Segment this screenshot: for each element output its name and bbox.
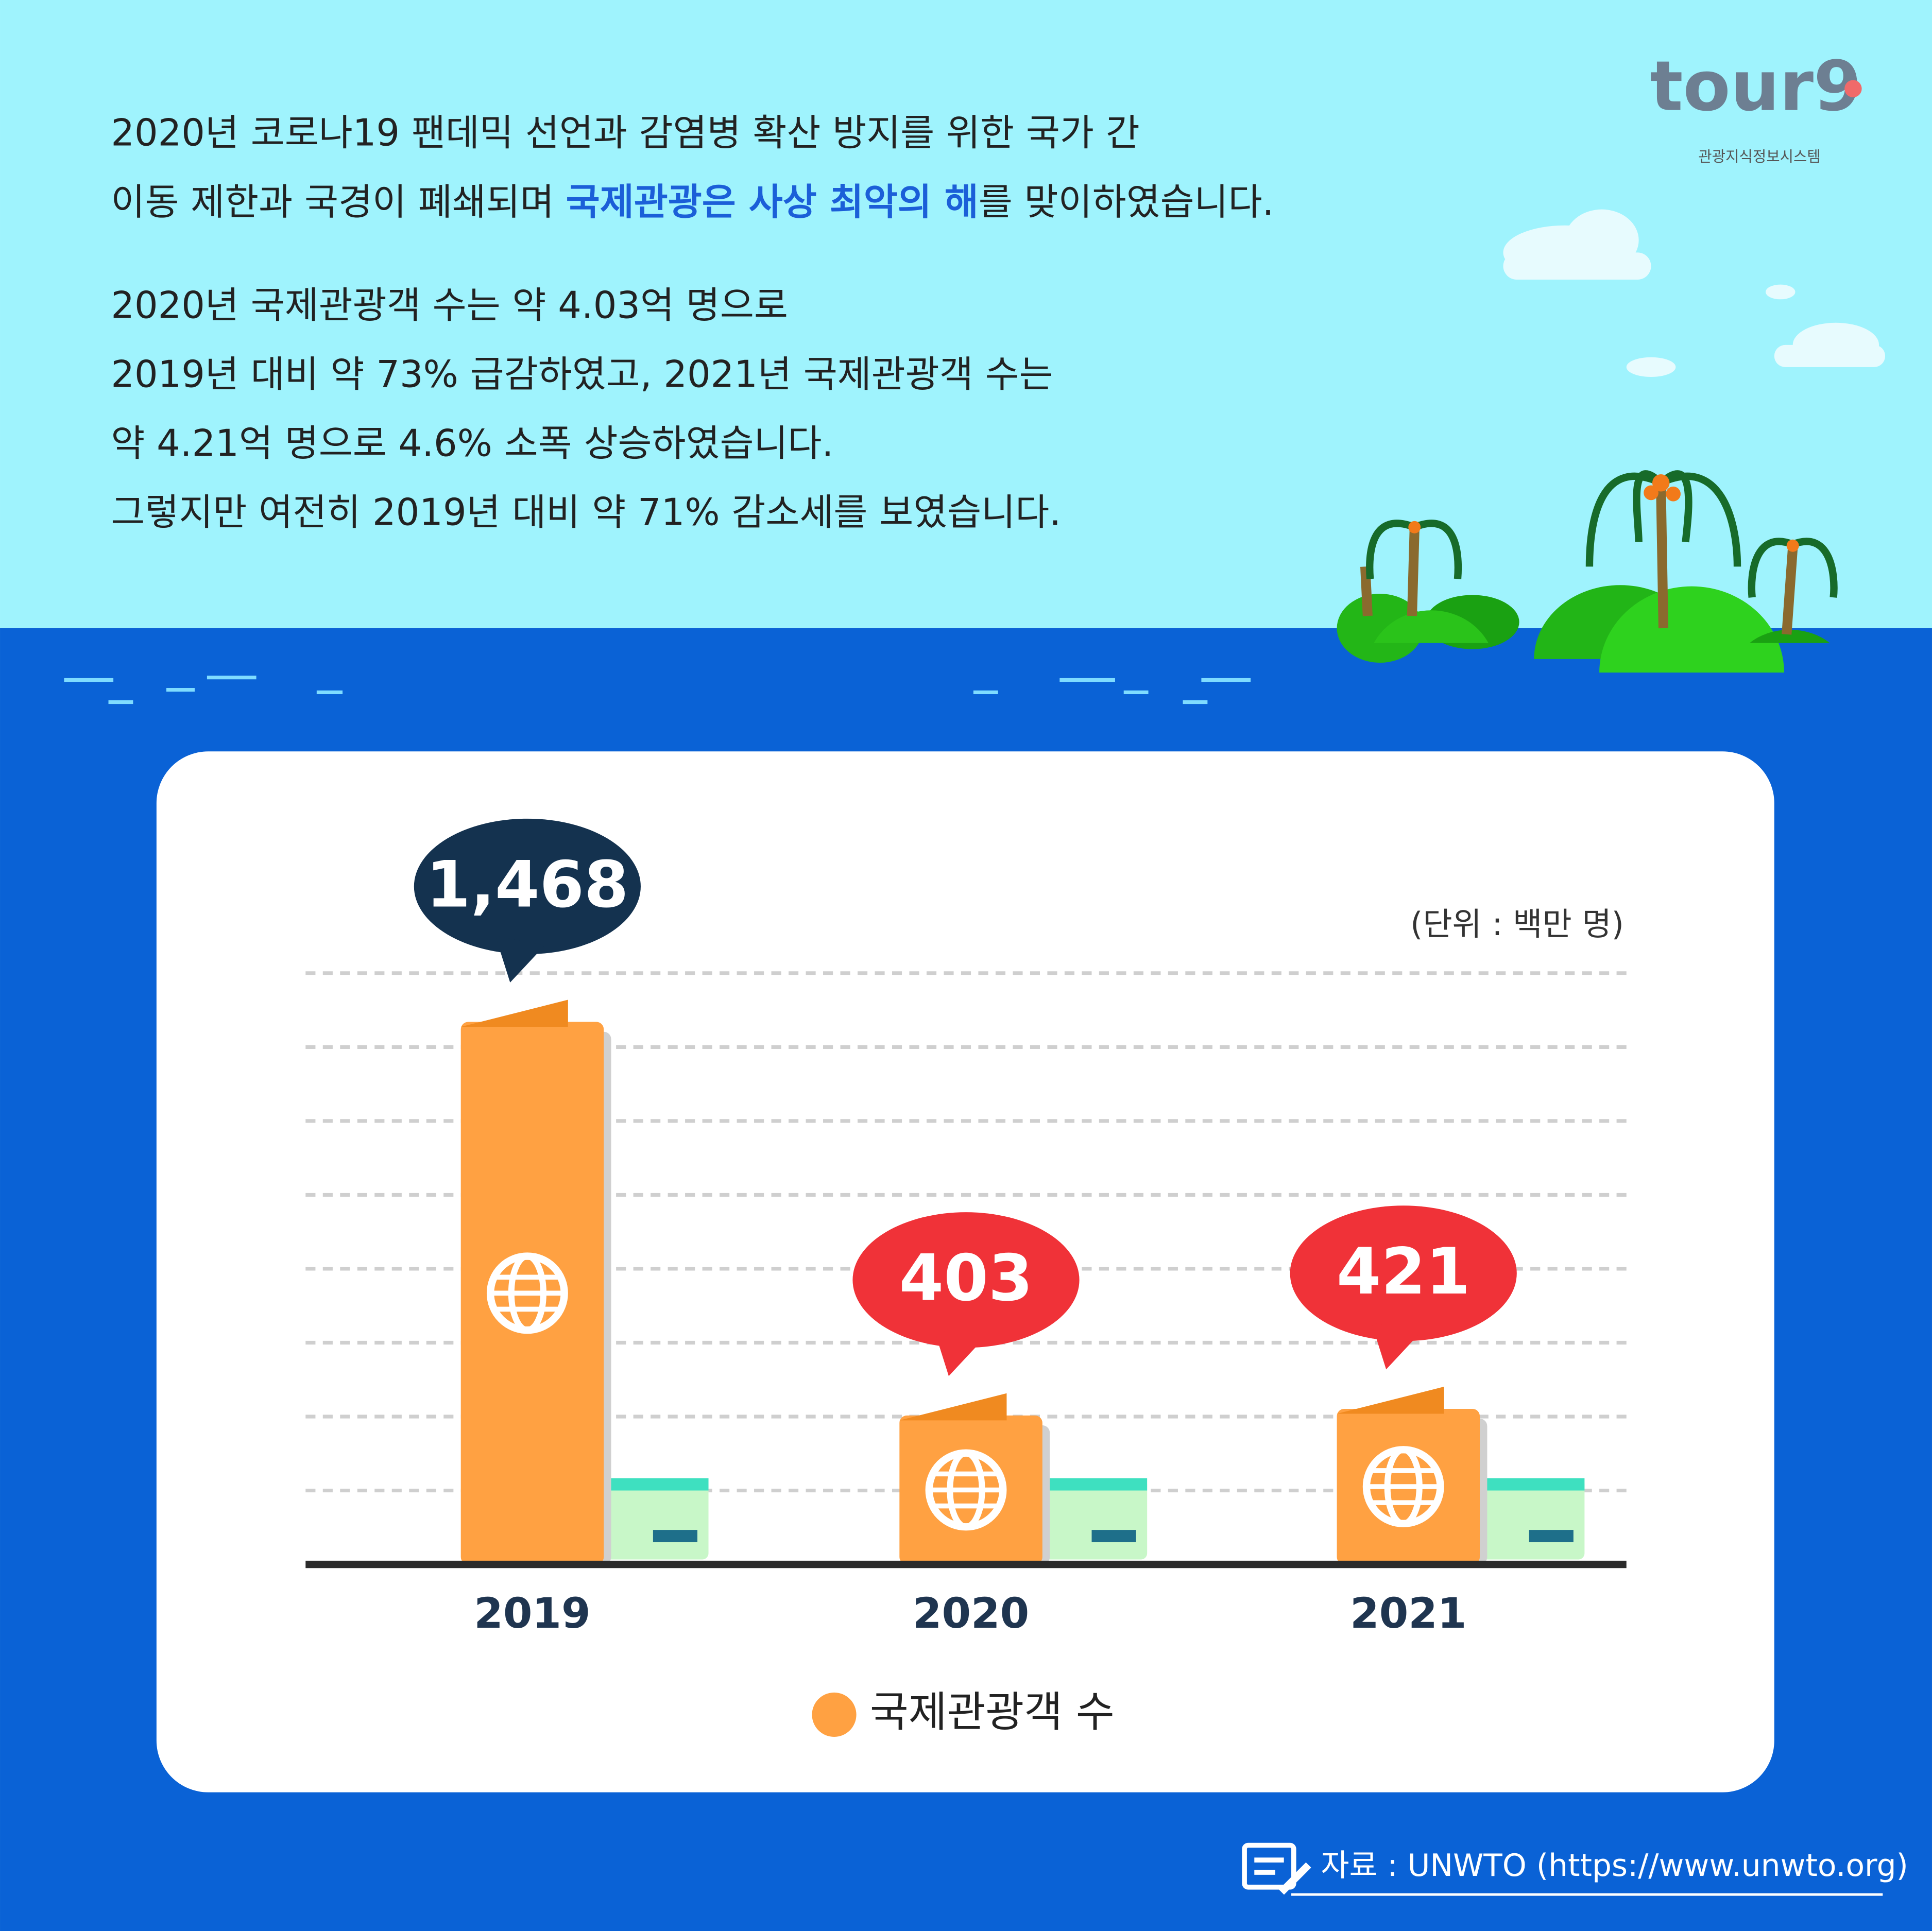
value-label: 421 (1337, 1235, 1471, 1309)
source-text: 자료 : UNWTO (https://www.unwto.org) (1321, 1848, 1908, 1884)
islands (1337, 470, 1838, 673)
summary: 2020년 국제관광객 수는 약 4.03억 명으로 2019년 대비 약 73%… (111, 284, 1061, 534)
summary-line: 2019년 대비 약 73% 급감하였고, 2021년 국제관광객 수는 (111, 353, 1053, 396)
summary-line: 그렇지만 여전히 2019년 대비 약 71% 감소세를 보였습니다. (111, 490, 1061, 533)
logo-subtitle: 관광지식정보시스템 (1698, 148, 1821, 165)
value-bubble (414, 818, 641, 954)
x-tick-label: 2021 (1350, 1590, 1466, 1638)
globe (1366, 1468, 1441, 1505)
globe (490, 1274, 565, 1312)
logo-mark: tour9 (1650, 46, 1862, 127)
x-tick-label: 2019 (474, 1590, 590, 1638)
intro-highlight: 국제관광은 사상 최악의 해 (566, 180, 979, 223)
ticket-stripe (1036, 1478, 1148, 1491)
ticket-mark (1091, 1530, 1136, 1543)
value-bubble (1290, 1205, 1517, 1341)
ticket-stripe (1474, 1478, 1585, 1491)
source: 자료 : UNWTO (https://www.unwto.org) (1242, 1842, 1908, 1896)
ticket-mark (1529, 1530, 1574, 1543)
value-bubble-tail (1371, 1322, 1421, 1370)
intro-line: 2020년 코로나19 팬데믹 선언과 감염병 확산 방지를 위한 국가 간 (111, 111, 1139, 154)
value-bubble (852, 1212, 1080, 1348)
summary-line: 약 4.21억 명으로 4.6% 소폭 상승하였습니다. (111, 422, 833, 465)
intro-text: 를 맞이하였습니다. (979, 180, 1274, 223)
waves (64, 676, 1251, 704)
summary-line: 2020년 국제관광객 수는 약 4.03억 명으로 (111, 284, 788, 327)
intro-text: 이동 제한과 국경이 폐쇄되며 (111, 180, 566, 223)
intro-line: 이동 제한과 국경이 폐쇄되며 국제관광은 사상 최악의 해를 맞이하였습니다. (111, 180, 1274, 223)
ticket-mark (653, 1530, 698, 1543)
clouds (1503, 209, 1886, 377)
legend-label: 국제관광객 수 (870, 1688, 1115, 1736)
unit-label: (단위 : 백만 명) (1410, 905, 1624, 943)
globe (929, 1471, 1003, 1509)
sky (0, 0, 1932, 631)
plot: 1,468 2019 403 2020 421 2021 국제관광객 수 (305, 818, 1627, 1737)
bar-flap (899, 1393, 1007, 1421)
logo: tour9 관광지식정보시스템 (1650, 46, 1862, 165)
value-bubble-tail (495, 936, 545, 983)
ticket-stripe (597, 1478, 709, 1491)
value-label: 1,468 (426, 848, 628, 922)
x-tick-label: 2020 (913, 1590, 1029, 1638)
value-bubble-tail (934, 1329, 983, 1376)
value-label: 403 (899, 1242, 1033, 1316)
legend-swatch (812, 1692, 857, 1737)
